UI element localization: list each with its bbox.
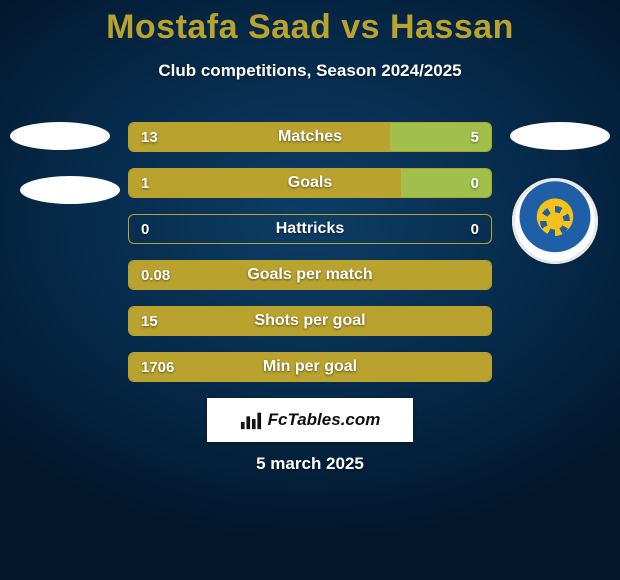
stat-bar-label: Min per goal <box>129 353 491 381</box>
stat-bar-row: Shots per goal15 <box>128 306 492 336</box>
stat-bar-label: Shots per goal <box>129 307 491 335</box>
stat-bar-left-value: 0.08 <box>141 261 170 289</box>
stat-bar-left-value: 13 <box>141 123 158 151</box>
stat-bar-right-value: 0 <box>471 169 479 197</box>
right-player-avatar-placeholder <box>510 122 610 150</box>
stat-bar-label: Goals per match <box>129 261 491 289</box>
stat-bar-row: Goals per match0.08 <box>128 260 492 290</box>
subtitle: Club competitions, Season 2024/2025 <box>0 61 620 81</box>
left-player-avatar-placeholder-1 <box>10 122 110 150</box>
stat-bar-left-value: 1 <box>141 169 149 197</box>
stat-bar-right-value: 5 <box>471 123 479 151</box>
brand-badge: FcTables.com <box>207 398 413 442</box>
stat-bar-row: Min per goal1706 <box>128 352 492 382</box>
stat-bars: Matches135Goals10Hattricks00Goals per ma… <box>128 122 492 398</box>
stat-bar-row: Goals1 0 <box>128 168 492 198</box>
brand-text: FcTables.com <box>268 410 381 430</box>
date-text: 5 march 2025 <box>0 454 620 474</box>
comparison-infographic: Mostafa Saad vs Hassan Club competitions… <box>0 0 620 580</box>
stat-bar-left-value: 0 <box>141 215 149 243</box>
stat-bar-left-value: 15 <box>141 307 158 335</box>
stat-bar-label: Matches <box>129 123 491 151</box>
stat-bar-right-value: 0 <box>471 215 479 243</box>
right-club-badge <box>512 178 598 264</box>
stat-bar-row: Matches13 5 <box>128 122 492 152</box>
left-player-avatar-placeholder-2 <box>20 176 120 204</box>
stat-bar-row: Hattricks0 0 <box>128 214 492 244</box>
stat-bar-label: Hattricks <box>129 215 491 243</box>
page-title: Mostafa Saad vs Hassan <box>0 0 620 47</box>
brand-bars-icon <box>240 410 262 430</box>
stat-bar-left-value: 1706 <box>141 353 174 381</box>
stat-bar-label: Goals <box>129 169 491 197</box>
